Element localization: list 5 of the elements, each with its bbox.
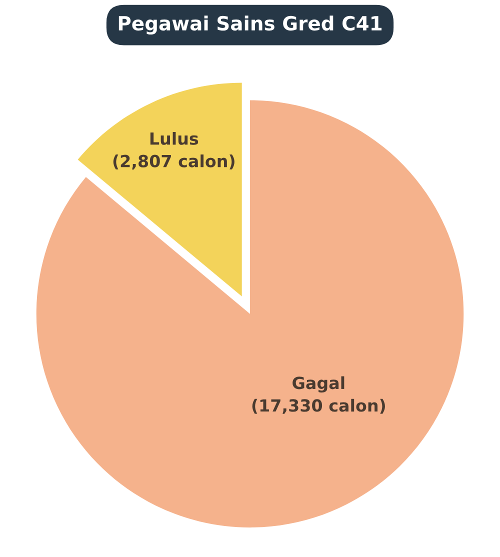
- data-label: (2,807 calon): [113, 154, 234, 170]
- slice-label: Gagal: [292, 376, 344, 393]
- slice-label: Lulus: [150, 132, 198, 145]
- data-label: (17,330 calon): [252, 398, 385, 414]
- chart-title: Pegawai Sains Gred C41: [118, 16, 382, 35]
